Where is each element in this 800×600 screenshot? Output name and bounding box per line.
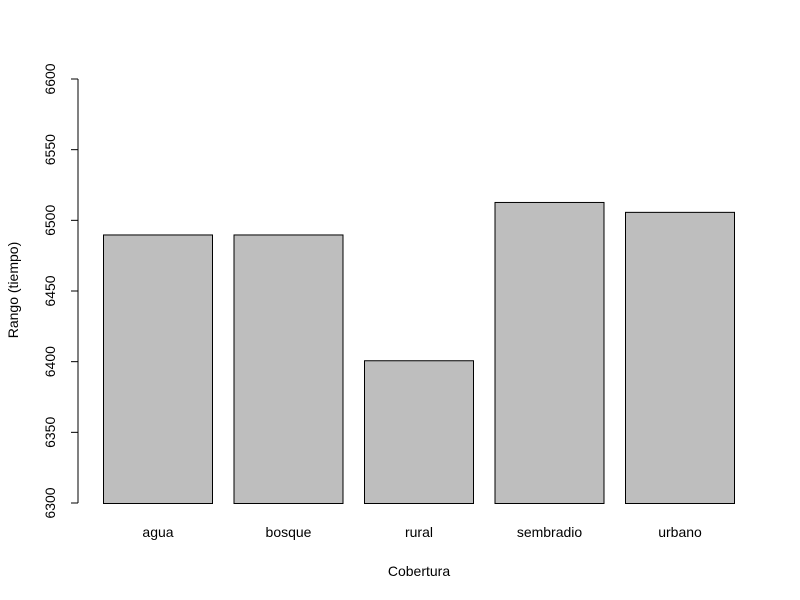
bar-bosque — [233, 234, 344, 504]
x-tick-labels: agua bosque rural sembradio urbano — [142, 524, 702, 540]
bars-group — [103, 201, 735, 505]
y-axis: 6300 6350 6400 6450 6500 6550 6600 — [42, 63, 79, 519]
y-tick-label: 6450 — [42, 275, 58, 306]
y-tick-label: 6500 — [42, 205, 58, 236]
bar-urbano — [625, 211, 735, 504]
x-axis-label: Cobertura — [388, 563, 450, 579]
bar-rural — [364, 360, 474, 504]
y-tick-label: 6600 — [42, 63, 58, 94]
bar-sembradio — [494, 201, 605, 505]
x-tick-label-agua: agua — [142, 524, 173, 540]
y-tick-label: 6350 — [42, 417, 58, 448]
y-tick-label: 6400 — [42, 346, 58, 377]
x-tick-label-bosque: bosque — [266, 524, 312, 540]
x-tick-label-sembradio: sembradio — [517, 524, 583, 540]
y-axis-label: Rango (tiempo) — [5, 242, 21, 339]
y-tick-label: 6300 — [42, 487, 58, 518]
x-tick-label-rural: rural — [405, 524, 433, 540]
bar-agua — [103, 234, 213, 504]
x-tick-label-urbano: urbano — [658, 524, 702, 540]
y-tick-label: 6550 — [42, 134, 58, 165]
